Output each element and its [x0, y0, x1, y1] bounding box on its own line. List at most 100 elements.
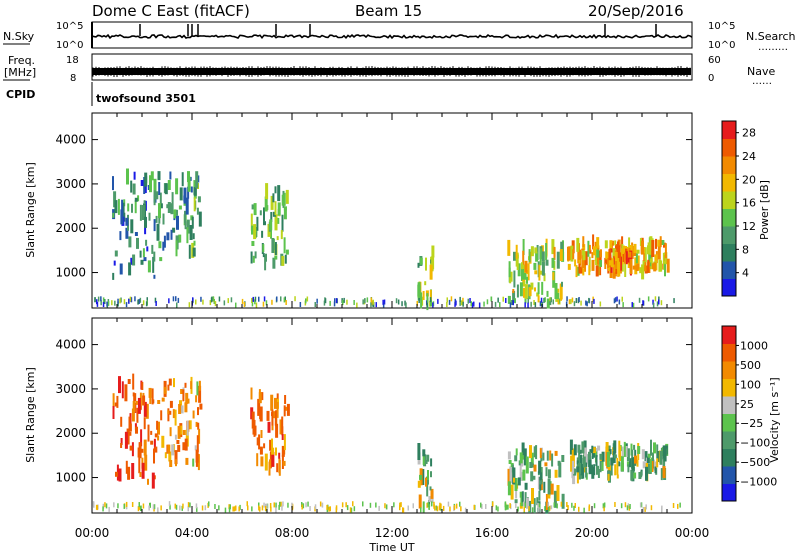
- ground-scatter-cell: [291, 502, 293, 508]
- data-cell: [591, 252, 594, 259]
- ground-scatter-cell: [553, 502, 555, 508]
- data-cell: [180, 389, 184, 394]
- ground-scatter-cell: [251, 301, 254, 307]
- data-cell: [523, 281, 526, 287]
- data-cell: [153, 274, 156, 279]
- data-cell: [592, 234, 595, 250]
- data-cell: [156, 420, 159, 430]
- data-cell: [507, 295, 511, 304]
- data-cell: [546, 450, 549, 461]
- data-cell: [519, 282, 523, 297]
- ground-scatter-cell: [460, 506, 462, 512]
- velocity-plot-area: [91, 317, 693, 514]
- data-cell: [588, 451, 591, 460]
- ground-scatter-cell: [238, 506, 240, 512]
- data-cell: [268, 461, 271, 476]
- data-cell: [134, 200, 137, 214]
- data-cell: [540, 471, 542, 480]
- ground-scatter-cell: [142, 300, 145, 306]
- data-cell: [422, 469, 425, 485]
- data-cell: [145, 403, 149, 419]
- data-cell: [167, 410, 170, 415]
- data-cell: [582, 467, 585, 479]
- ground-scatter-cell: [305, 298, 307, 304]
- data-cell: [186, 227, 189, 244]
- data-cell: [115, 471, 118, 477]
- data-cell: [629, 250, 633, 266]
- data-cell: [118, 468, 122, 482]
- ground-scatter-cell: [271, 299, 273, 305]
- data-cell: [260, 430, 263, 438]
- data-cell: [149, 175, 152, 193]
- data-cell: [549, 450, 552, 461]
- ground-scatter-cell: [448, 299, 451, 305]
- ground-scatter-cell: [420, 507, 422, 513]
- data-cell: [266, 205, 269, 211]
- data-cell: [131, 463, 135, 479]
- data-cell: [636, 249, 640, 254]
- data-cell: [532, 463, 534, 468]
- data-cell: [254, 251, 257, 259]
- ground-scatter-cell: [544, 297, 546, 303]
- data-cell: [153, 251, 156, 262]
- ground-scatter-cell: [214, 504, 216, 509]
- ground-scatter-cell: [614, 502, 616, 507]
- data-cell: [430, 458, 433, 467]
- data-cell: [625, 251, 628, 265]
- ground-scatter-cell: [356, 302, 358, 308]
- data-cell: [283, 237, 286, 254]
- ground-scatter-cell: [550, 297, 552, 303]
- data-cell: [538, 460, 542, 474]
- data-cell: [637, 446, 641, 454]
- freq-tick-bottom: 8: [70, 73, 76, 84]
- data-cell: [274, 397, 277, 409]
- data-cell: [274, 186, 277, 194]
- ground-scatter-cell: [473, 504, 475, 510]
- data-cell: [139, 204, 142, 221]
- data-cell: [660, 468, 663, 481]
- data-cell: [186, 398, 190, 404]
- ground-scatter-cell: [446, 302, 448, 307]
- ground-scatter-cell: [661, 505, 663, 511]
- data-cell: [137, 397, 141, 414]
- ground-scatter-cell: [580, 300, 582, 306]
- data-cell: [521, 442, 525, 460]
- data-cell: [582, 236, 585, 248]
- ground-scatter-cell: [177, 297, 180, 303]
- data-cell: [664, 263, 666, 277]
- data-cell: [591, 464, 594, 474]
- data-cell: [554, 469, 558, 478]
- ground-scatter-cell: [154, 297, 157, 303]
- data-cell: [420, 292, 423, 309]
- y-tick-label: 2000: [55, 221, 86, 235]
- ground-scatter-cell: [524, 302, 526, 308]
- data-cell: [593, 464, 596, 476]
- ground-scatter-cell: [627, 503, 630, 509]
- data-cell: [259, 210, 262, 216]
- colorbar-swatch: [722, 396, 736, 414]
- data-cell: [666, 258, 670, 273]
- data-cell: [623, 245, 625, 258]
- ground-scatter-cell: [120, 297, 122, 303]
- data-cell: [578, 470, 581, 480]
- data-cell: [144, 216, 147, 228]
- data-cell: [631, 449, 634, 459]
- data-cell: [537, 282, 540, 295]
- data-cell: [153, 448, 155, 464]
- ground-scatter-cell: [412, 503, 414, 509]
- data-cell: [579, 266, 583, 274]
- ground-scatter-cell: [114, 300, 116, 306]
- data-cell: [185, 197, 189, 215]
- ground-scatter-cell: [382, 302, 385, 308]
- data-cell: [145, 239, 148, 246]
- ground-scatter-cell: [566, 296, 568, 302]
- data-cell: [598, 259, 602, 276]
- data-cell: [553, 246, 556, 260]
- ground-scatter-cell: [279, 501, 281, 507]
- ground-scatter-cell: [307, 501, 309, 507]
- ground-scatter-cell: [461, 300, 463, 306]
- data-cell: [141, 382, 144, 390]
- data-cell: [580, 454, 582, 471]
- data-cell: [425, 477, 427, 487]
- ground-scatter-cell: [188, 302, 191, 308]
